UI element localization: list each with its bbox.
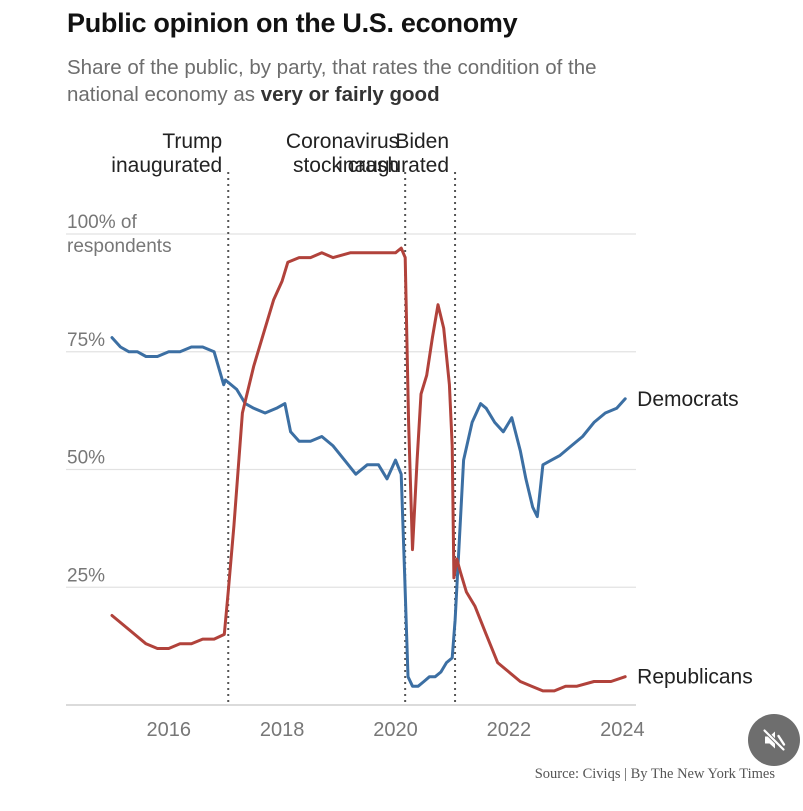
annotation-label-trump-inaugurated-1: Trump [162, 130, 222, 153]
chart-subtitle: Share of the public, by party, that rate… [67, 54, 667, 108]
subtitle-emphasis: very or fairly good [260, 83, 440, 106]
source-credit: Source: Civiqs | By The New York Times [534, 766, 775, 782]
series-line-democrats [110, 336, 627, 688]
x-tick-label-2022: 2022 [487, 719, 532, 741]
annotation-label-trump-inaugurated-2: inaugurated [111, 154, 222, 177]
y-tick-label-75: 75% [67, 330, 105, 351]
x-tick-label-2016: 2016 [146, 719, 191, 741]
y-tick-label-100-line2: respondents [67, 236, 172, 257]
chart-title: Public opinion on the U.S. economy [67, 8, 518, 38]
series-line-republicans [110, 246, 627, 693]
subtitle-text: Share of the public, by party, that rate… [67, 56, 597, 106]
x-tick-label-2020: 2020 [373, 719, 418, 741]
muted-speaker-icon [762, 728, 786, 752]
y-tick-label-100: 100% of [67, 212, 137, 233]
annotation-label-biden-inaugurated-1: Biden [395, 130, 449, 153]
mute-button[interactable] [748, 714, 800, 766]
annotation-label-coronavirus-stock-crash-1: Coronavirus [286, 130, 399, 153]
x-tick-label-2018: 2018 [260, 719, 305, 741]
x-tick-label-2024: 2024 [600, 719, 645, 741]
annotation-label-biden-inaugurated-2: inaugurated [338, 154, 449, 177]
series-label-democrats: Democrats [637, 388, 739, 411]
y-tick-label-25: 25% [67, 565, 105, 586]
annotation-label-coronavirus-stock-crash-2: stock crash [293, 154, 399, 177]
series-label-republicans: Republicans [637, 666, 753, 689]
y-tick-label-50: 50% [67, 448, 105, 469]
